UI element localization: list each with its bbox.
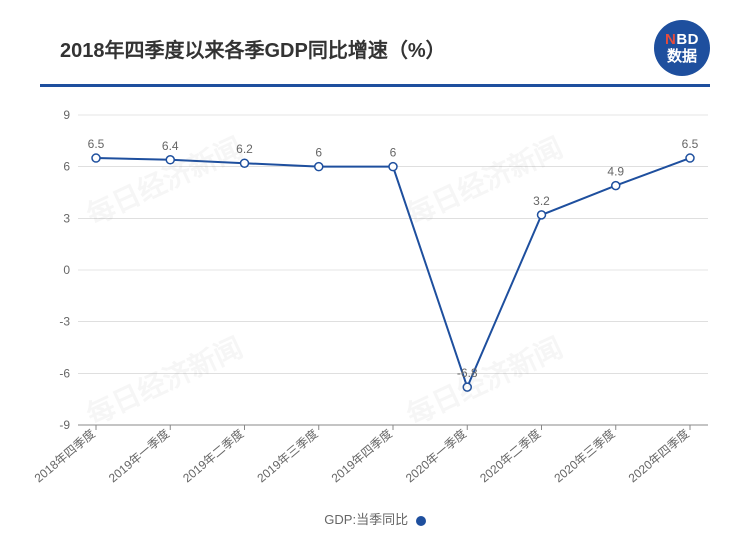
svg-text:-6: -6 bbox=[59, 366, 70, 380]
svg-text:0: 0 bbox=[63, 263, 70, 277]
svg-text:6.5: 6.5 bbox=[88, 137, 105, 151]
badge-line1: NBD bbox=[665, 32, 699, 47]
legend-marker-icon bbox=[416, 516, 426, 526]
svg-text:9: 9 bbox=[63, 108, 70, 122]
svg-text:6.2: 6.2 bbox=[236, 142, 253, 156]
svg-text:3.2: 3.2 bbox=[533, 194, 550, 208]
svg-text:2018年四季度: 2018年四季度 bbox=[31, 426, 98, 486]
svg-text:6: 6 bbox=[63, 160, 70, 174]
svg-text:6.4: 6.4 bbox=[162, 139, 179, 153]
svg-text:3: 3 bbox=[63, 211, 70, 225]
svg-text:2020年二季度: 2020年二季度 bbox=[477, 426, 544, 486]
svg-text:2020年一季度: 2020年一季度 bbox=[402, 426, 469, 486]
chart-container: 2018年四季度以来各季GDP同比增速（%） NBD 数据 -9 -6 -3 0 3 6 9… bbox=[0, 0, 750, 558]
svg-text:2019年四季度: 2019年四季度 bbox=[328, 426, 395, 486]
svg-text:2019年三季度: 2019年三季度 bbox=[254, 426, 321, 486]
legend: GDP:当季同比 bbox=[30, 509, 720, 528]
svg-text:6.5: 6.5 bbox=[682, 137, 699, 151]
svg-text:2020年四季度: 2020年四季度 bbox=[625, 426, 692, 486]
svg-text:4.9: 4.9 bbox=[607, 165, 624, 179]
svg-text:6: 6 bbox=[315, 146, 322, 160]
legend-label: GDP:当季同比 bbox=[324, 512, 408, 527]
svg-text:6: 6 bbox=[390, 146, 397, 160]
header-row: 2018年四季度以来各季GDP同比增速（%） NBD 数据 bbox=[30, 20, 720, 84]
svg-text:2019年二季度: 2019年二季度 bbox=[180, 426, 247, 486]
chart-area: -9 -6 -3 0 3 6 9 2018年四季度2019年一季度2019年二季度2019年三… bbox=[30, 105, 720, 505]
svg-text:2020年三季度: 2020年三季度 bbox=[551, 426, 618, 486]
chart-title: 2018年四季度以来各季GDP同比增速（%） bbox=[60, 34, 446, 63]
svg-text:-6.8: -6.8 bbox=[457, 366, 478, 380]
badge-line2: 数据 bbox=[667, 49, 697, 64]
svg-text:2019年一季度: 2019年一季度 bbox=[105, 426, 172, 486]
svg-text:-3: -3 bbox=[59, 315, 70, 329]
svg-text:-9: -9 bbox=[59, 418, 70, 432]
nbd-badge: NBD 数据 bbox=[654, 20, 710, 76]
title-divider bbox=[40, 84, 710, 87]
line-chart-svg: -9 -6 -3 0 3 6 9 2018年四季度2019年一季度2019年二季度2019年三… bbox=[30, 105, 720, 505]
